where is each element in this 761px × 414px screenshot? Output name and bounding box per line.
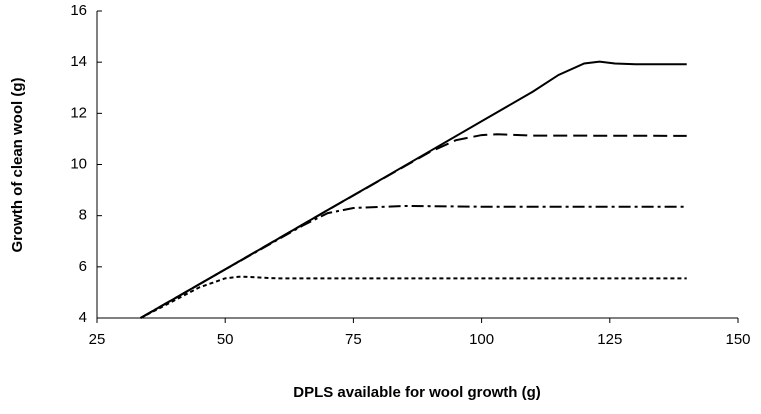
line-series bbox=[140, 204, 687, 319]
line-series bbox=[140, 275, 687, 319]
x-tick-label: 125 bbox=[597, 331, 622, 348]
y-tick-label: 12 bbox=[70, 104, 87, 121]
y-tick-label: 8 bbox=[79, 207, 87, 224]
x-tick-label: 150 bbox=[725, 331, 750, 348]
line-series bbox=[140, 60, 687, 319]
x-tick-label: 50 bbox=[217, 331, 234, 348]
x-tick-label: 100 bbox=[469, 331, 494, 348]
y-tick-label: 6 bbox=[79, 258, 87, 275]
line-series bbox=[140, 133, 687, 319]
y-tick-label: 10 bbox=[70, 155, 87, 172]
y-tick-label: 16 bbox=[70, 2, 87, 19]
x-tick-label: 75 bbox=[345, 331, 362, 348]
y-tick-label: 14 bbox=[70, 53, 87, 70]
y-axis-title: Growth of clean wool (g) bbox=[9, 78, 26, 253]
y-tick-label: 4 bbox=[79, 309, 87, 326]
x-tick-label: 25 bbox=[89, 331, 106, 348]
x-axis-title: DPLS available for wool growth (g) bbox=[293, 384, 541, 401]
